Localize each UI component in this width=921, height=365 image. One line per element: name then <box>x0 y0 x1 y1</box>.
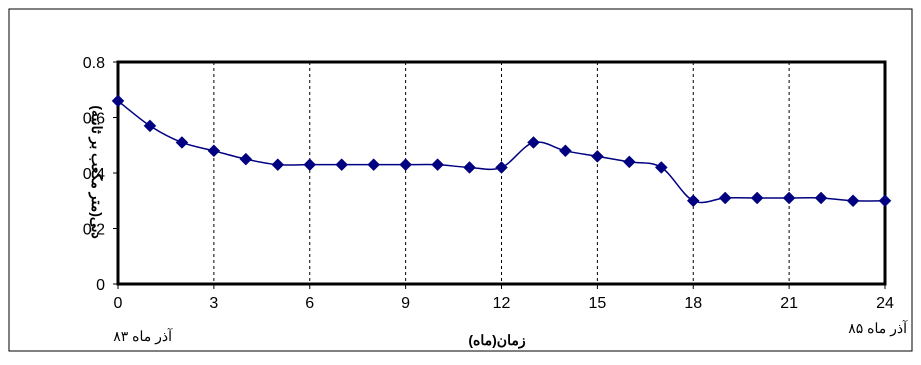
data-point <box>846 194 860 208</box>
data-point <box>654 161 668 174</box>
data-point <box>335 158 349 172</box>
data-point <box>367 158 381 172</box>
x-tick-label: 0 <box>114 295 123 312</box>
x-tick-label: 18 <box>684 295 702 312</box>
chart-frame <box>8 8 913 352</box>
data-point <box>527 136 540 149</box>
data-point <box>399 158 412 172</box>
y-tick-label: 0.2 <box>83 222 105 239</box>
y-tick-label: 0.6 <box>83 111 105 128</box>
data-point <box>814 191 828 205</box>
data-point <box>559 144 572 158</box>
data-point <box>175 136 189 149</box>
data-point <box>782 191 796 205</box>
ticks-layer: 0 3 6 9 12 15 18 21 24 0 0.2 0.4 0.6 0.8 <box>83 55 894 312</box>
x-tick-label: 12 <box>493 295 511 312</box>
y-tick-label: 0.4 <box>83 166 105 183</box>
data-point <box>622 155 636 169</box>
data-point <box>878 194 892 208</box>
data-point <box>239 152 253 166</box>
start-date-label: آذر ماه ۸۳ <box>113 327 173 345</box>
x-tick-label: 21 <box>780 295 798 312</box>
y-tick-label: 0 <box>96 277 105 294</box>
data-point <box>686 194 700 208</box>
data-point <box>750 191 764 205</box>
data-point <box>463 161 476 174</box>
x-tick-label: 24 <box>876 295 894 312</box>
x-tick-label: 3 <box>209 295 218 312</box>
data-point <box>207 144 221 158</box>
x-tick-label: 15 <box>588 295 606 312</box>
data-point <box>718 191 732 205</box>
y-tick-label: 0.8 <box>83 55 105 72</box>
data-point <box>591 149 604 163</box>
data-point <box>303 158 317 172</box>
x-tick-label: 6 <box>305 295 314 312</box>
data-point <box>143 119 157 133</box>
data-point <box>431 158 444 172</box>
data-point <box>495 161 508 174</box>
x-tick-label: 9 <box>401 295 410 312</box>
end-date-label: آذر ماه ۸۵ <box>848 319 908 337</box>
data-point <box>111 94 125 108</box>
y-axis-title: دبی(متر مکعب بر ثانیه) <box>88 105 105 238</box>
series-layer <box>111 94 892 208</box>
data-point <box>271 158 285 172</box>
x-axis-title: زمان(ماه) <box>468 332 525 349</box>
